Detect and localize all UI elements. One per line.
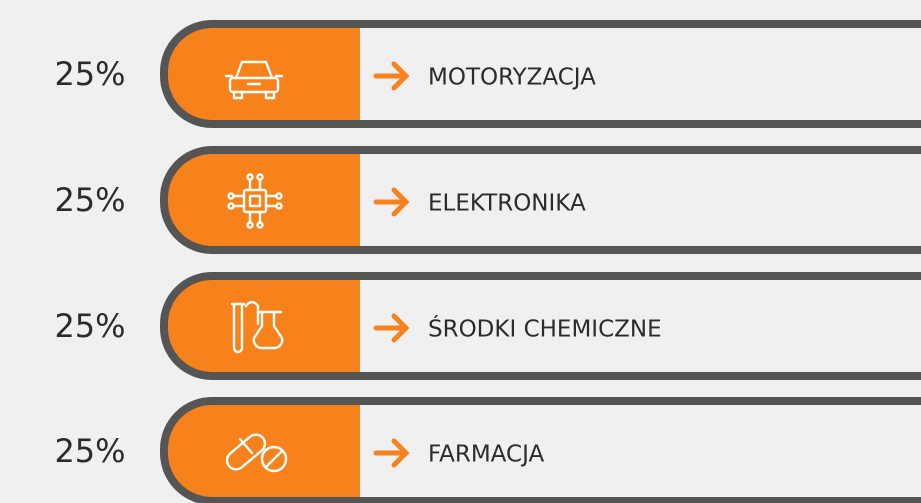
label: ELEKTRONIKA [428,191,586,217]
arrow [373,187,410,217]
row-frame [160,397,921,503]
pill-icon [225,433,288,473]
percent: 25% [54,307,125,345]
row: 25% FARMACJA [54,397,921,503]
percent: 25% [54,55,125,93]
arrow [373,61,410,91]
car-icon [224,60,284,100]
label: FARMACJA [428,442,544,468]
row-frame [160,146,921,254]
percent: 25% [54,181,125,219]
row: 25% MOTORYZACJA [54,20,921,128]
chip-icon [227,173,283,229]
arrow [373,313,410,343]
row-frame [160,272,921,380]
label: ŚRODKI CHEMICZNE [428,315,662,343]
row: 25% ŚRODKI CHEMICZNE [54,272,921,380]
label: MOTORYZACJA [428,65,596,91]
chemistry-icon [230,300,284,354]
percent: 25% [54,432,125,470]
row-frame [160,20,921,128]
arrow [373,438,410,468]
row: 25% ELEKTRONIKA [54,146,921,254]
